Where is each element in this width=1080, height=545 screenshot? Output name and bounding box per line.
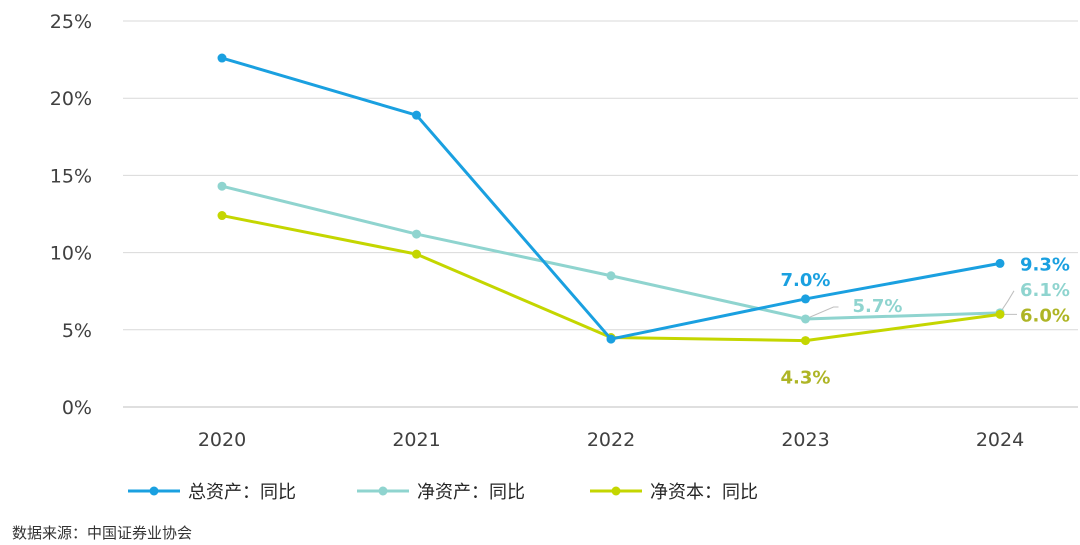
x-tick-label: 2023 [781, 429, 829, 451]
x-tick-label: 2024 [976, 429, 1024, 451]
source-note: 数据来源：中国证券业协会 [12, 524, 193, 542]
data-label: 7.0% [781, 270, 831, 291]
x-tick-label: 2020 [198, 429, 246, 451]
data-point [412, 229, 421, 239]
legend-label: 净资本：同比 [650, 482, 758, 503]
data-point [217, 211, 227, 221]
y-tick-label: 10% [50, 243, 92, 265]
legend: 总资产：同比 净资产：同比 净资本：同比 [128, 482, 758, 503]
data-point [412, 249, 421, 259]
x-tick-label: 2021 [392, 429, 440, 451]
legend-swatch-marker [378, 486, 388, 496]
leader-line [999, 290, 1015, 314]
data-point [217, 181, 227, 191]
legend-swatch-marker [611, 486, 621, 496]
data-point [606, 334, 616, 344]
y-tick-label: 20% [50, 88, 92, 110]
x-tick-label: 2022 [587, 429, 635, 451]
data-label: 4.3% [781, 368, 831, 389]
data-point [995, 258, 1005, 268]
y-tick-label: 5% [62, 320, 92, 342]
data-point [606, 271, 616, 281]
data-labels: 7.0% 9.3% 5.7% 6.1% 4.3% 6.0% [781, 254, 1070, 388]
leader-line [805, 306, 839, 320]
data-point [801, 314, 810, 324]
data-point [412, 110, 421, 120]
data-label: 6.1% [1020, 280, 1070, 301]
legend-swatch-marker [149, 486, 159, 496]
data-point [217, 53, 227, 63]
grid-lines [123, 20, 1078, 408]
legend-label: 总资产：同比 [188, 482, 296, 503]
y-tick-label: 25% [50, 11, 92, 33]
data-label: 9.3% [1020, 254, 1070, 275]
data-point [995, 309, 1005, 319]
y-axis-ticks: 0% 5% 10% 15% 20% 25% [50, 11, 92, 419]
legend-label: 净资产：同比 [417, 482, 525, 503]
x-axis-ticks: 2020 2021 2022 2023 2024 [198, 429, 1024, 451]
series-lines [217, 53, 1005, 346]
data-label: 5.7% [853, 296, 903, 317]
y-tick-label: 15% [50, 165, 92, 187]
data-point [801, 336, 810, 346]
y-tick-label: 0% [62, 397, 92, 419]
data-point [801, 294, 810, 304]
data-label: 6.0% [1020, 305, 1070, 326]
